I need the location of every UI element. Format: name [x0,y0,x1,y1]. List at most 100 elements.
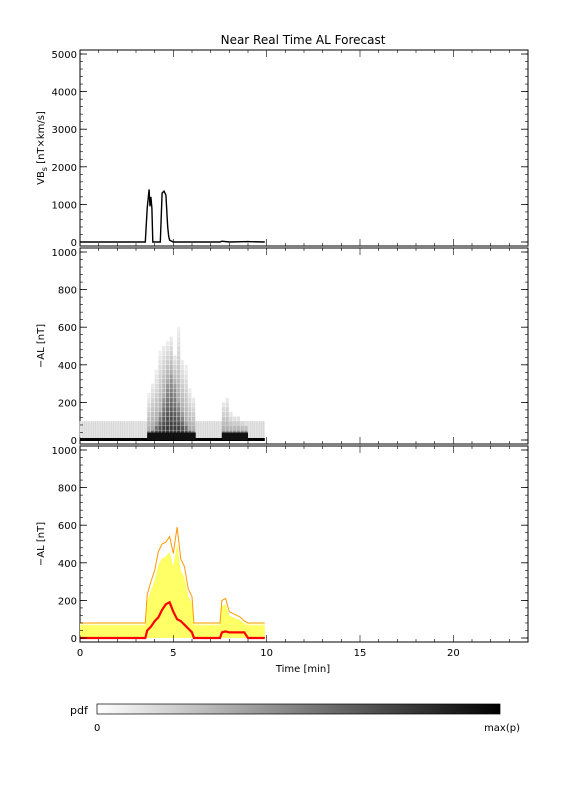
pdf-cell [233,416,237,421]
pdf-cell [169,388,173,393]
pdf-cell [158,393,162,398]
pdf-cell [150,388,155,393]
pdf-cell [173,416,177,421]
pdf-cell [221,402,226,407]
pdf-cell [177,416,181,421]
pdf-cell [188,388,192,393]
pdf-cell [147,425,151,431]
y-tick-label: 0 [71,238,77,249]
pdf-cell [225,416,229,421]
colorbar [96,703,501,715]
pdf-cell [150,411,155,417]
pdf-cell [184,402,188,407]
pdf-cell [147,407,151,412]
pdf-cell [177,397,181,403]
pdf-cell [225,407,229,412]
pdf-cell [184,393,188,398]
pdf-cell [147,402,151,407]
x-tick-label: 20 [447,648,460,659]
pdf-cell [240,421,244,426]
pdf-cell [177,369,181,374]
pdf-cell [180,407,185,412]
top-ylabel-main: VB [36,171,47,185]
vbs-series-line [80,189,265,243]
pdf-cell [162,369,166,374]
pdf-cell [165,350,170,356]
pdf-cell [158,402,162,407]
pdf-cell [236,416,241,421]
y-tick-label: 1000 [52,248,77,259]
pdf-cell [154,393,158,398]
pdf-cell [173,388,177,393]
pdf-cell [169,397,173,403]
pdf-cell [169,421,173,426]
bottom-panel-ylabel: −AL [nT] [36,522,47,566]
pdf-cell [165,374,170,379]
pdf-cell [180,425,185,431]
pdf-cell [162,402,166,407]
pdf-cell [192,397,196,403]
pdf-cell [169,378,173,384]
pdf-cell [184,378,188,384]
pdf-cell [229,416,233,421]
pdf-cell [184,388,188,393]
pdf-cell [169,374,173,379]
pdf-cell [173,378,177,384]
pdf-cell [162,360,166,365]
pdf-cell [233,421,237,426]
pdf-cell [177,425,181,431]
pdf-cell [236,421,241,426]
pdf-cell [177,388,181,393]
pdf-cell [150,407,155,412]
pdf-cell [229,425,233,431]
pdf-cell [169,360,173,365]
pdf-cell [158,374,162,379]
pdf-cell [184,374,188,379]
pdf-cell [162,374,166,379]
axis-ticks: 0100020003000400050000200400600800100002… [52,50,529,659]
pdf-cell [169,346,173,351]
pdf-cell [173,402,177,407]
pdf-cell [158,360,162,365]
pdf-cell [169,393,173,398]
pdf-cell [188,402,192,407]
pdf-cell [165,383,170,388]
pdf-cell [184,407,188,412]
x-axis-label: Time [min] [275,664,330,675]
pdf-cell [225,411,229,417]
pdf-cell [162,346,166,351]
pdf-cell [180,402,185,407]
pdf-cell [165,364,170,370]
pdf-cell [188,407,192,412]
pdf-cell [236,425,241,431]
pdf-cell [147,397,151,403]
pdf-cell [177,355,181,360]
pdf-cell [154,421,158,426]
pdf-cell [165,416,170,421]
pdf-cell [225,397,229,403]
pdf-cell [147,393,151,398]
pdf-cell [184,411,188,417]
pdf-cell [180,360,185,365]
pdf-cell [147,421,151,426]
pdf-cell [158,350,162,356]
pdf-cell [162,388,166,393]
pdf-cell [180,383,185,388]
pdf-cell [165,360,170,365]
pdf-cell [188,416,192,421]
pdf-cell [158,416,162,421]
colorbar-max-label: max(p) [484,723,520,734]
pdf-cell [177,407,181,412]
pdf-cell [177,383,181,388]
pdf-cell [180,374,185,379]
pdf-cell [162,407,166,412]
x-tick-label: 5 [170,648,176,659]
top-ylabel-subscript: s [40,167,49,171]
pdf-cell [233,425,237,431]
pdf-cell [221,421,226,426]
pdf-cell [180,416,185,421]
pdf-cell [158,397,162,403]
pdf-cell [173,383,177,388]
pdf-cell [162,378,166,384]
